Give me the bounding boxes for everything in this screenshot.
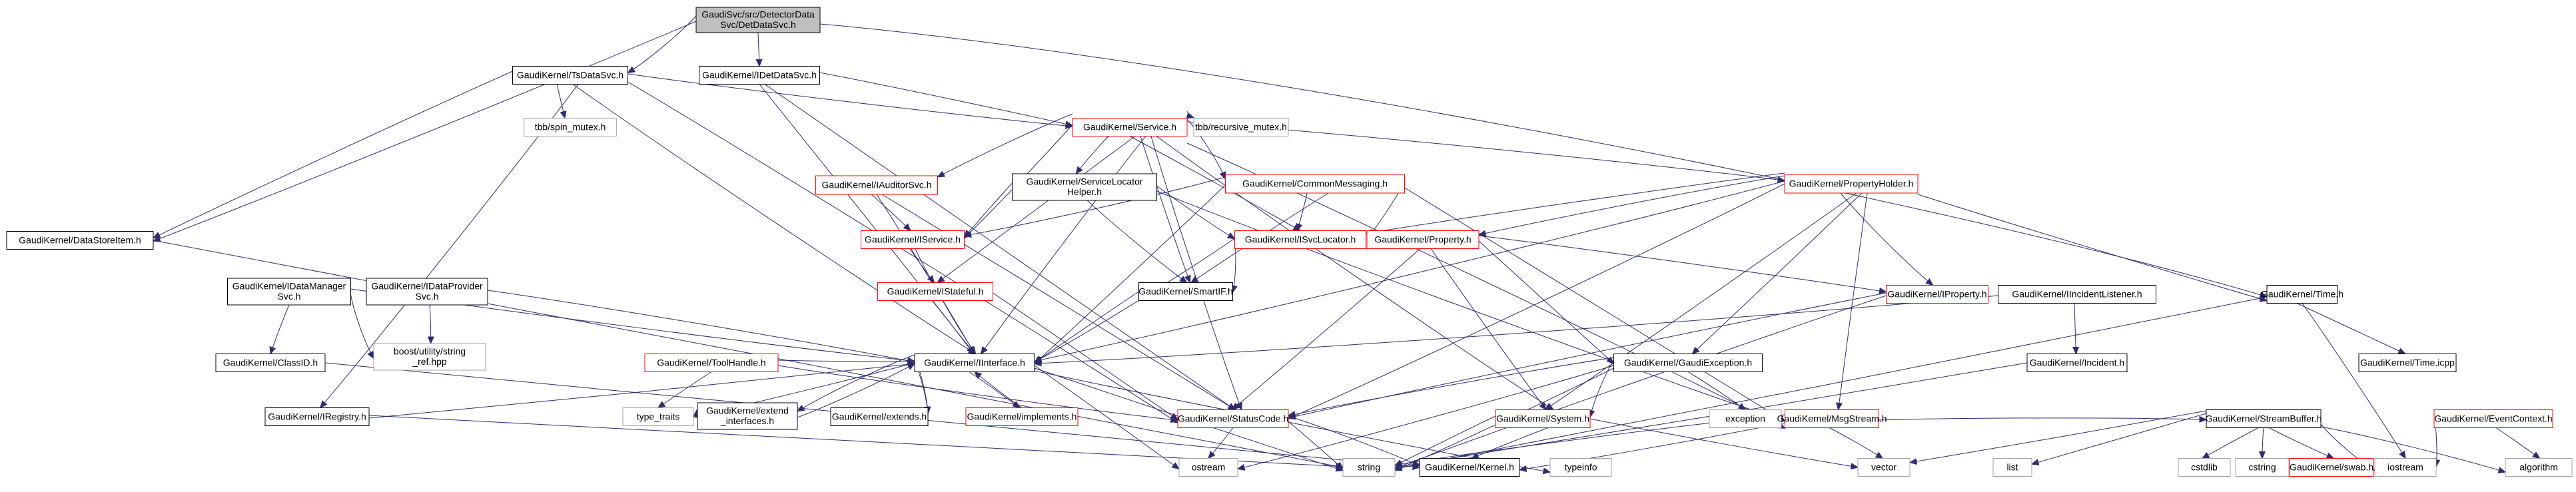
- svg-text:string: string: [1358, 461, 1380, 472]
- svg-text:vector: vector: [1871, 461, 1897, 472]
- svg-text:GaudiKernel/IProperty.h: GaudiKernel/IProperty.h: [1887, 288, 1986, 299]
- svg-text:GaudiSvc/src/DetectorData: GaudiSvc/src/DetectorData: [701, 9, 815, 20]
- svg-text:GaudiKernel/extend: GaudiKernel/extend: [706, 405, 789, 416]
- svg-text:tbb/recursive_mutex.h: tbb/recursive_mutex.h: [1195, 121, 1287, 132]
- svg-text:algorithm: algorithm: [2519, 461, 2558, 472]
- svg-text:GaudiKernel/ServiceLocator: GaudiKernel/ServiceLocator: [1026, 176, 1142, 187]
- svg-text:GaudiKernel/PropertyHolder.h: GaudiKernel/PropertyHolder.h: [1789, 178, 1914, 188]
- svg-text:Svc.h: Svc.h: [277, 291, 300, 302]
- svg-text:GaudiKernel/Property.h: GaudiKernel/Property.h: [1374, 234, 1471, 244]
- svg-text:Svc.h: Svc.h: [415, 291, 438, 302]
- svg-text:iostream: iostream: [2387, 461, 2423, 472]
- svg-text:GaudiKernel/GaudiException.h: GaudiKernel/GaudiException.h: [1624, 357, 1752, 368]
- svg-text:Svc/DetDataSvc.h: Svc/DetDataSvc.h: [720, 19, 796, 30]
- svg-text:GaudiKernel/IIncidentListener.: GaudiKernel/IIncidentListener.h: [2012, 288, 2142, 299]
- svg-text:typeinfo: typeinfo: [1564, 461, 1597, 472]
- svg-text:type_traits: type_traits: [637, 411, 680, 421]
- svg-text:_interfaces.h: _interfaces.h: [720, 415, 774, 426]
- svg-text:GaudiKernel/ToolHandle.h: GaudiKernel/ToolHandle.h: [657, 357, 765, 368]
- svg-text:GaudiKernel/IService.h: GaudiKernel/IService.h: [865, 234, 961, 244]
- svg-text:GaudiKernel/Time.icpp: GaudiKernel/Time.icpp: [2360, 357, 2455, 368]
- svg-text:GaudiKernel/Incident.h: GaudiKernel/Incident.h: [2030, 357, 2124, 368]
- svg-text:GaudiKernel/IStateful.h: GaudiKernel/IStateful.h: [887, 286, 984, 296]
- svg-text:cstring: cstring: [2248, 461, 2276, 472]
- svg-text:GaudiKernel/IDataProvider: GaudiKernel/IDataProvider: [371, 281, 483, 292]
- svg-text:GaudiKernel/DataStoreItem.h: GaudiKernel/DataStoreItem.h: [19, 234, 141, 245]
- svg-text:GaudiKernel/IAuditorSvc.h: GaudiKernel/IAuditorSvc.h: [822, 179, 932, 190]
- svg-text:GaudiKernel/IRegistry.h: GaudiKernel/IRegistry.h: [268, 411, 366, 421]
- svg-text:list: list: [2006, 461, 2018, 472]
- svg-text:Helper.h: Helper.h: [1067, 186, 1102, 197]
- svg-text:GaudiKernel/ISvcLocator.h: GaudiKernel/ISvcLocator.h: [1245, 234, 1356, 244]
- svg-text:GaudiKernel/StreamBuffer.h: GaudiKernel/StreamBuffer.h: [2206, 413, 2322, 423]
- svg-text:GaudiKernel/MsgStream.h: GaudiKernel/MsgStream.h: [1777, 413, 1887, 423]
- svg-text:GaudiKernel/EventContext.h: GaudiKernel/EventContext.h: [2434, 413, 2552, 423]
- svg-text:GaudiKernel/TsDataSvc.h: GaudiKernel/TsDataSvc.h: [517, 69, 624, 80]
- svg-text:GaudiKernel/implements.h: GaudiKernel/implements.h: [967, 411, 1077, 421]
- svg-text:GaudiKernel/CommonMessaging.h: GaudiKernel/CommonMessaging.h: [1242, 178, 1388, 188]
- svg-text:GaudiKernel/ClassID.h: GaudiKernel/ClassID.h: [223, 357, 318, 368]
- svg-text:GaudiKernel/extends.h: GaudiKernel/extends.h: [832, 411, 927, 421]
- svg-text:exception: exception: [1725, 413, 1765, 423]
- svg-text:GaudiKernel/StatusCode.h: GaudiKernel/StatusCode.h: [1178, 413, 1289, 423]
- svg-text:GaudiKernel/IDetDataSvc.h: GaudiKernel/IDetDataSvc.h: [702, 69, 817, 80]
- svg-text:tbb/spin_mutex.h: tbb/spin_mutex.h: [535, 121, 606, 132]
- svg-text:cstdlib: cstdlib: [2191, 461, 2218, 472]
- svg-text:GaudiKernel/IInterface.h: GaudiKernel/IInterface.h: [924, 357, 1025, 368]
- svg-text:ostream: ostream: [1192, 461, 1226, 472]
- svg-text:GaudiKernel/SmartIF.h: GaudiKernel/SmartIF.h: [1138, 286, 1233, 296]
- svg-text:GaudiKernel/Time.h: GaudiKernel/Time.h: [2261, 288, 2344, 299]
- svg-text:GaudiKernel/Service.h: GaudiKernel/Service.h: [1083, 121, 1176, 132]
- svg-text:boost/utility/string: boost/utility/string: [394, 346, 466, 357]
- svg-text:GaudiKernel/IDataManager: GaudiKernel/IDataManager: [232, 281, 346, 292]
- svg-text:GaudiKernel/swab.h: GaudiKernel/swab.h: [2290, 461, 2373, 472]
- svg-text:GaudiKernel/Kernel.h: GaudiKernel/Kernel.h: [1425, 461, 1514, 472]
- svg-text:_ref.hpp: _ref.hpp: [412, 356, 447, 367]
- svg-text:GaudiKernel/System.h: GaudiKernel/System.h: [1496, 413, 1589, 423]
